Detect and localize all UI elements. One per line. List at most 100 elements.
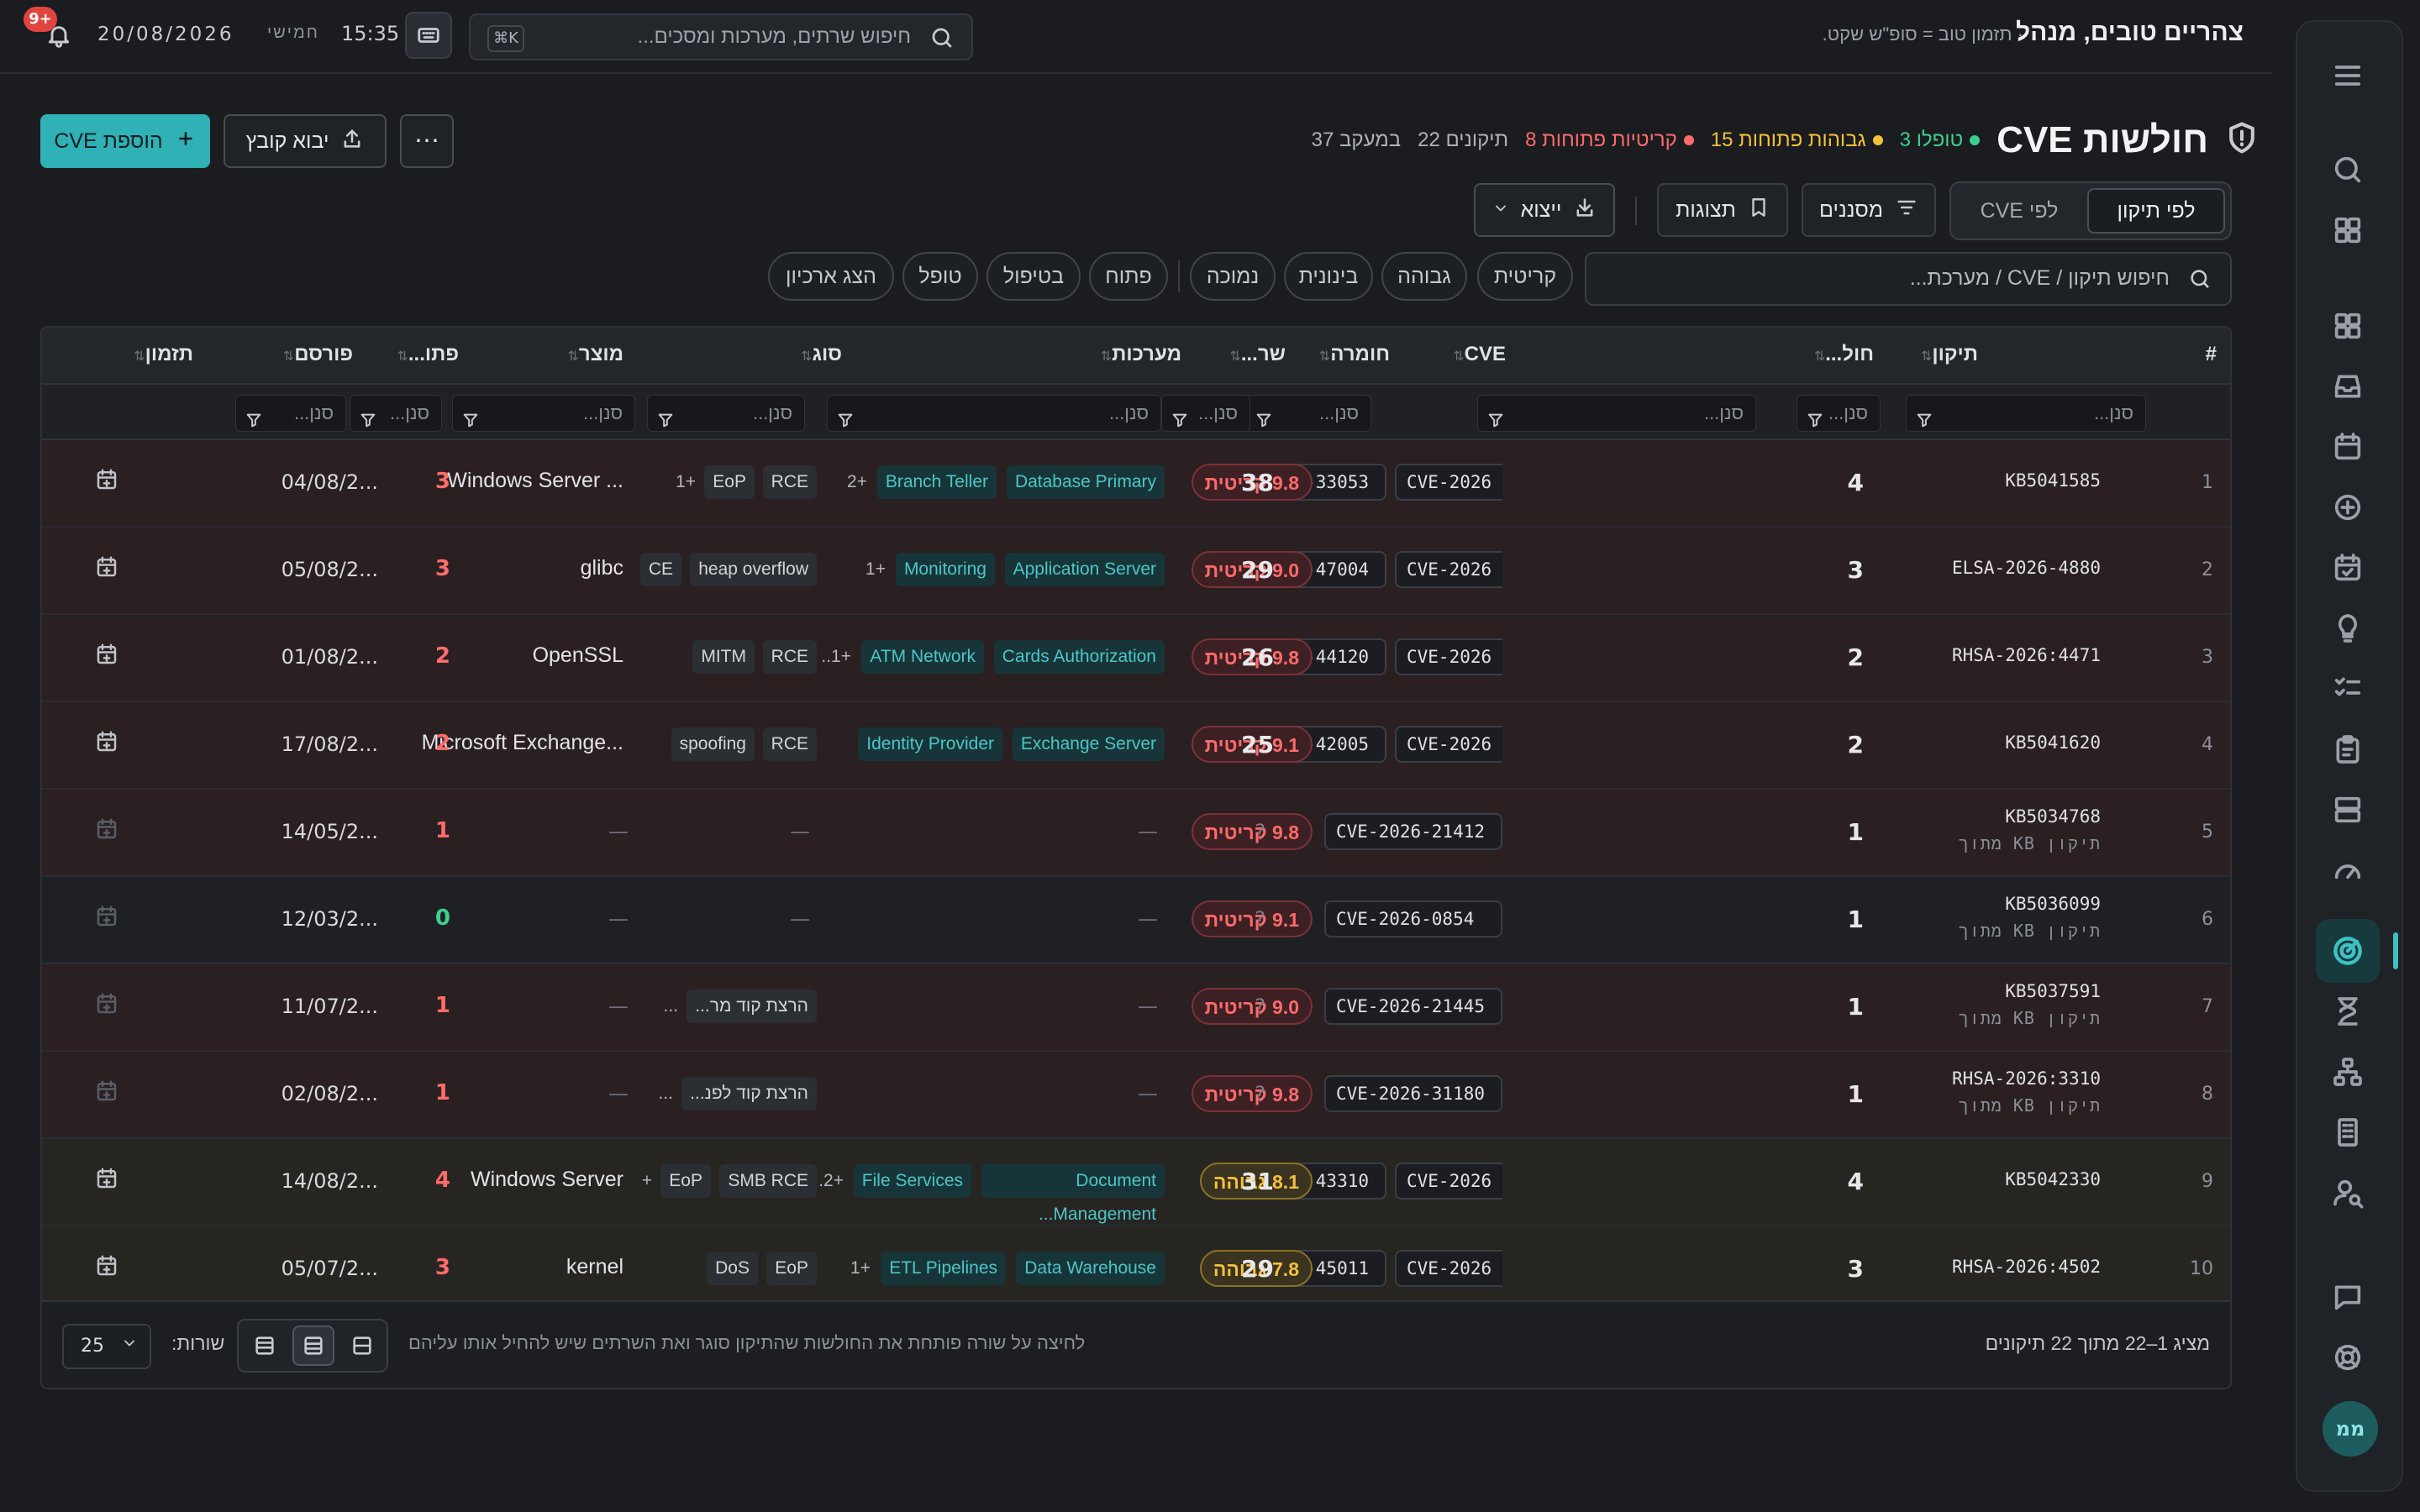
inbox-icon[interactable] (2329, 368, 2366, 405)
column-filter-input[interactable]: סנן... (1245, 395, 1371, 432)
chip-low[interactable]: נמוכה (1190, 252, 1276, 301)
density-comfortable-icon[interactable] (341, 1326, 383, 1366)
divider (1178, 260, 1180, 292)
density-normal-icon[interactable] (292, 1326, 334, 1366)
table-row[interactable]: 2ELSA-2026-48803CVE-2026CVE-2026-470049.… (42, 528, 2230, 615)
col-fix[interactable]: תיקון⇅ (1920, 343, 1978, 365)
table-row[interactable]: 8 RHSA-2026:3310 תיקון KB מתוך 1 CVE-2026-31… (42, 1052, 2230, 1139)
chip-in-progress[interactable]: בטיפול (986, 252, 1081, 301)
global-search-input[interactable]: חיפוש שרתים, מערכות ומסכים... ⌘K (469, 13, 973, 60)
table-search-input[interactable]: חיפוש תיקון / CVE / מערכת... (1585, 252, 2232, 306)
add-circle-icon[interactable] (2329, 489, 2366, 526)
dashboard-icon[interactable] (2329, 307, 2366, 344)
menu-icon[interactable] (2329, 57, 2366, 94)
type-tag: EoP (704, 465, 755, 499)
table-row[interactable]: 6 KB5036099 תיקון KB מתוך 1 CVE-2026-0854 9.1… (42, 877, 2230, 964)
building-icon[interactable] (2329, 1114, 2366, 1151)
server-count: ? (1255, 907, 1265, 931)
col-product[interactable]: מוצר⇅ (567, 343, 623, 365)
column-filter-input[interactable]: סנן... (1161, 395, 1250, 432)
calendar-plus-icon[interactable] (94, 816, 119, 847)
calendar-plus-icon[interactable] (94, 1079, 119, 1109)
fix-id: KB5034768 (2005, 806, 2101, 827)
published-date: 05/07/2... (281, 1257, 378, 1280)
servers-icon[interactable] (2329, 791, 2366, 828)
chip-resolved[interactable]: טופל (902, 252, 978, 301)
export-button[interactable]: ייצוא (1474, 183, 1615, 237)
import-file-button[interactable]: יבוא קובץ (224, 114, 387, 168)
more-count: + (641, 1171, 652, 1190)
filters-button[interactable]: מסננים (1802, 183, 1936, 237)
chip-medium[interactable]: בינונית (1284, 252, 1373, 301)
table-row[interactable]: 5 KB5034768 תיקון KB מתוך 1 CVE-2026-21412 9.… (42, 790, 2230, 877)
col-type[interactable]: סוג⇅ (801, 343, 842, 365)
radar-icon[interactable] (2316, 919, 2380, 983)
column-filter-input[interactable]: סנן... (452, 395, 635, 432)
calendar-plus-icon[interactable] (94, 729, 119, 759)
calendar-plus-icon[interactable] (94, 554, 119, 585)
views-button[interactable]: תצוגות (1657, 183, 1788, 237)
support-icon[interactable] (2329, 1339, 2366, 1376)
chip-high[interactable]: גבוהה (1381, 252, 1467, 301)
col-published[interactable]: פורסם⇅ (282, 343, 353, 365)
open-count: 1 (434, 818, 450, 843)
gauge-icon[interactable] (2329, 852, 2366, 889)
col-schedule[interactable]: תזמון⇅ (134, 343, 193, 365)
col-severity[interactable]: חומרה⇅ (1318, 343, 1390, 365)
view-by-fix[interactable]: לפי תיקון (2087, 188, 2225, 234)
column-filter-input[interactable]: סנן... (827, 395, 1161, 432)
column-filter-input[interactable]: סנן... (235, 395, 346, 432)
col-systems[interactable]: מערכות⇅ (1100, 343, 1181, 365)
calendar-plus-icon[interactable] (94, 904, 119, 934)
calendar-plus-icon[interactable] (94, 991, 119, 1021)
calendar-plus-icon[interactable] (94, 1166, 119, 1196)
lightbulb-icon[interactable] (2329, 610, 2366, 647)
calendar-plus-icon[interactable] (94, 467, 119, 497)
density-compact-icon[interactable] (244, 1326, 286, 1366)
bell-icon[interactable] (45, 22, 72, 54)
clipboard-icon[interactable] (2329, 731, 2366, 768)
calendar-check-icon[interactable] (2329, 549, 2366, 586)
checklist-icon[interactable] (2329, 670, 2366, 707)
user-search-icon[interactable] (2329, 1174, 2366, 1211)
avatar[interactable]: ממ (2323, 1401, 2378, 1457)
column-filter-input[interactable]: סנן... (1906, 395, 2146, 432)
server-count: 26 (1241, 643, 1274, 671)
chat-icon[interactable] (2329, 1278, 2366, 1315)
hourglass-icon[interactable] (2329, 993, 2366, 1030)
system-tag: Branch Teller (876, 465, 997, 499)
clock: 15:35 (341, 22, 400, 45)
calendar-plus-icon[interactable] (94, 1253, 119, 1284)
search-icon[interactable] (2329, 151, 2366, 188)
chip-open[interactable]: פתוח (1089, 252, 1168, 301)
chip-show-archive[interactable]: הצג ארכיון (768, 252, 894, 301)
col-cve[interactable]: CVE⇅ (1453, 343, 1506, 365)
chip-critical[interactable]: קריטית (1477, 252, 1573, 301)
table-row[interactable]: 7 KB5037591 תיקון KB מתוך 1 CVE-2026-21445 9.… (42, 964, 2230, 1052)
filter-placeholder: סנן... (1197, 402, 1238, 423)
apps-icon[interactable] (2329, 212, 2366, 249)
more-actions-button[interactable]: ⋯ (400, 114, 454, 168)
col-open[interactable]: פתו...⇅ (397, 343, 459, 365)
rows-per-page-select[interactable]: 25 (62, 1324, 151, 1369)
calendar-plus-icon[interactable] (94, 642, 119, 672)
add-cve-button[interactable]: הוספת CVE (40, 114, 210, 168)
column-filter-input[interactable]: סנן... (647, 395, 805, 432)
column-filter-input[interactable]: סנן... (1797, 395, 1881, 432)
col-servers[interactable]: שר...⇅ (1229, 343, 1286, 365)
system-tag: Exchange Server (1012, 727, 1165, 761)
view-by-cve[interactable]: לפי CVE (1980, 199, 2059, 223)
sitemap-icon[interactable] (2329, 1053, 2366, 1090)
column-filter-input[interactable]: סנן... (1477, 395, 1756, 432)
keyboard-button[interactable] (405, 12, 452, 59)
column-filter-input[interactable]: סנן... (350, 395, 442, 432)
type-tag: CE (639, 553, 681, 586)
system-tag: ATM Network (861, 640, 984, 674)
table-row[interactable]: 3RHSA-2026:44712CVE-2026CVE-2026-441209.… (42, 615, 2230, 702)
col-vulns[interactable]: חול...⇅ (1813, 343, 1874, 365)
calendar-icon[interactable] (2329, 428, 2366, 465)
product-name: — (608, 1082, 629, 1105)
